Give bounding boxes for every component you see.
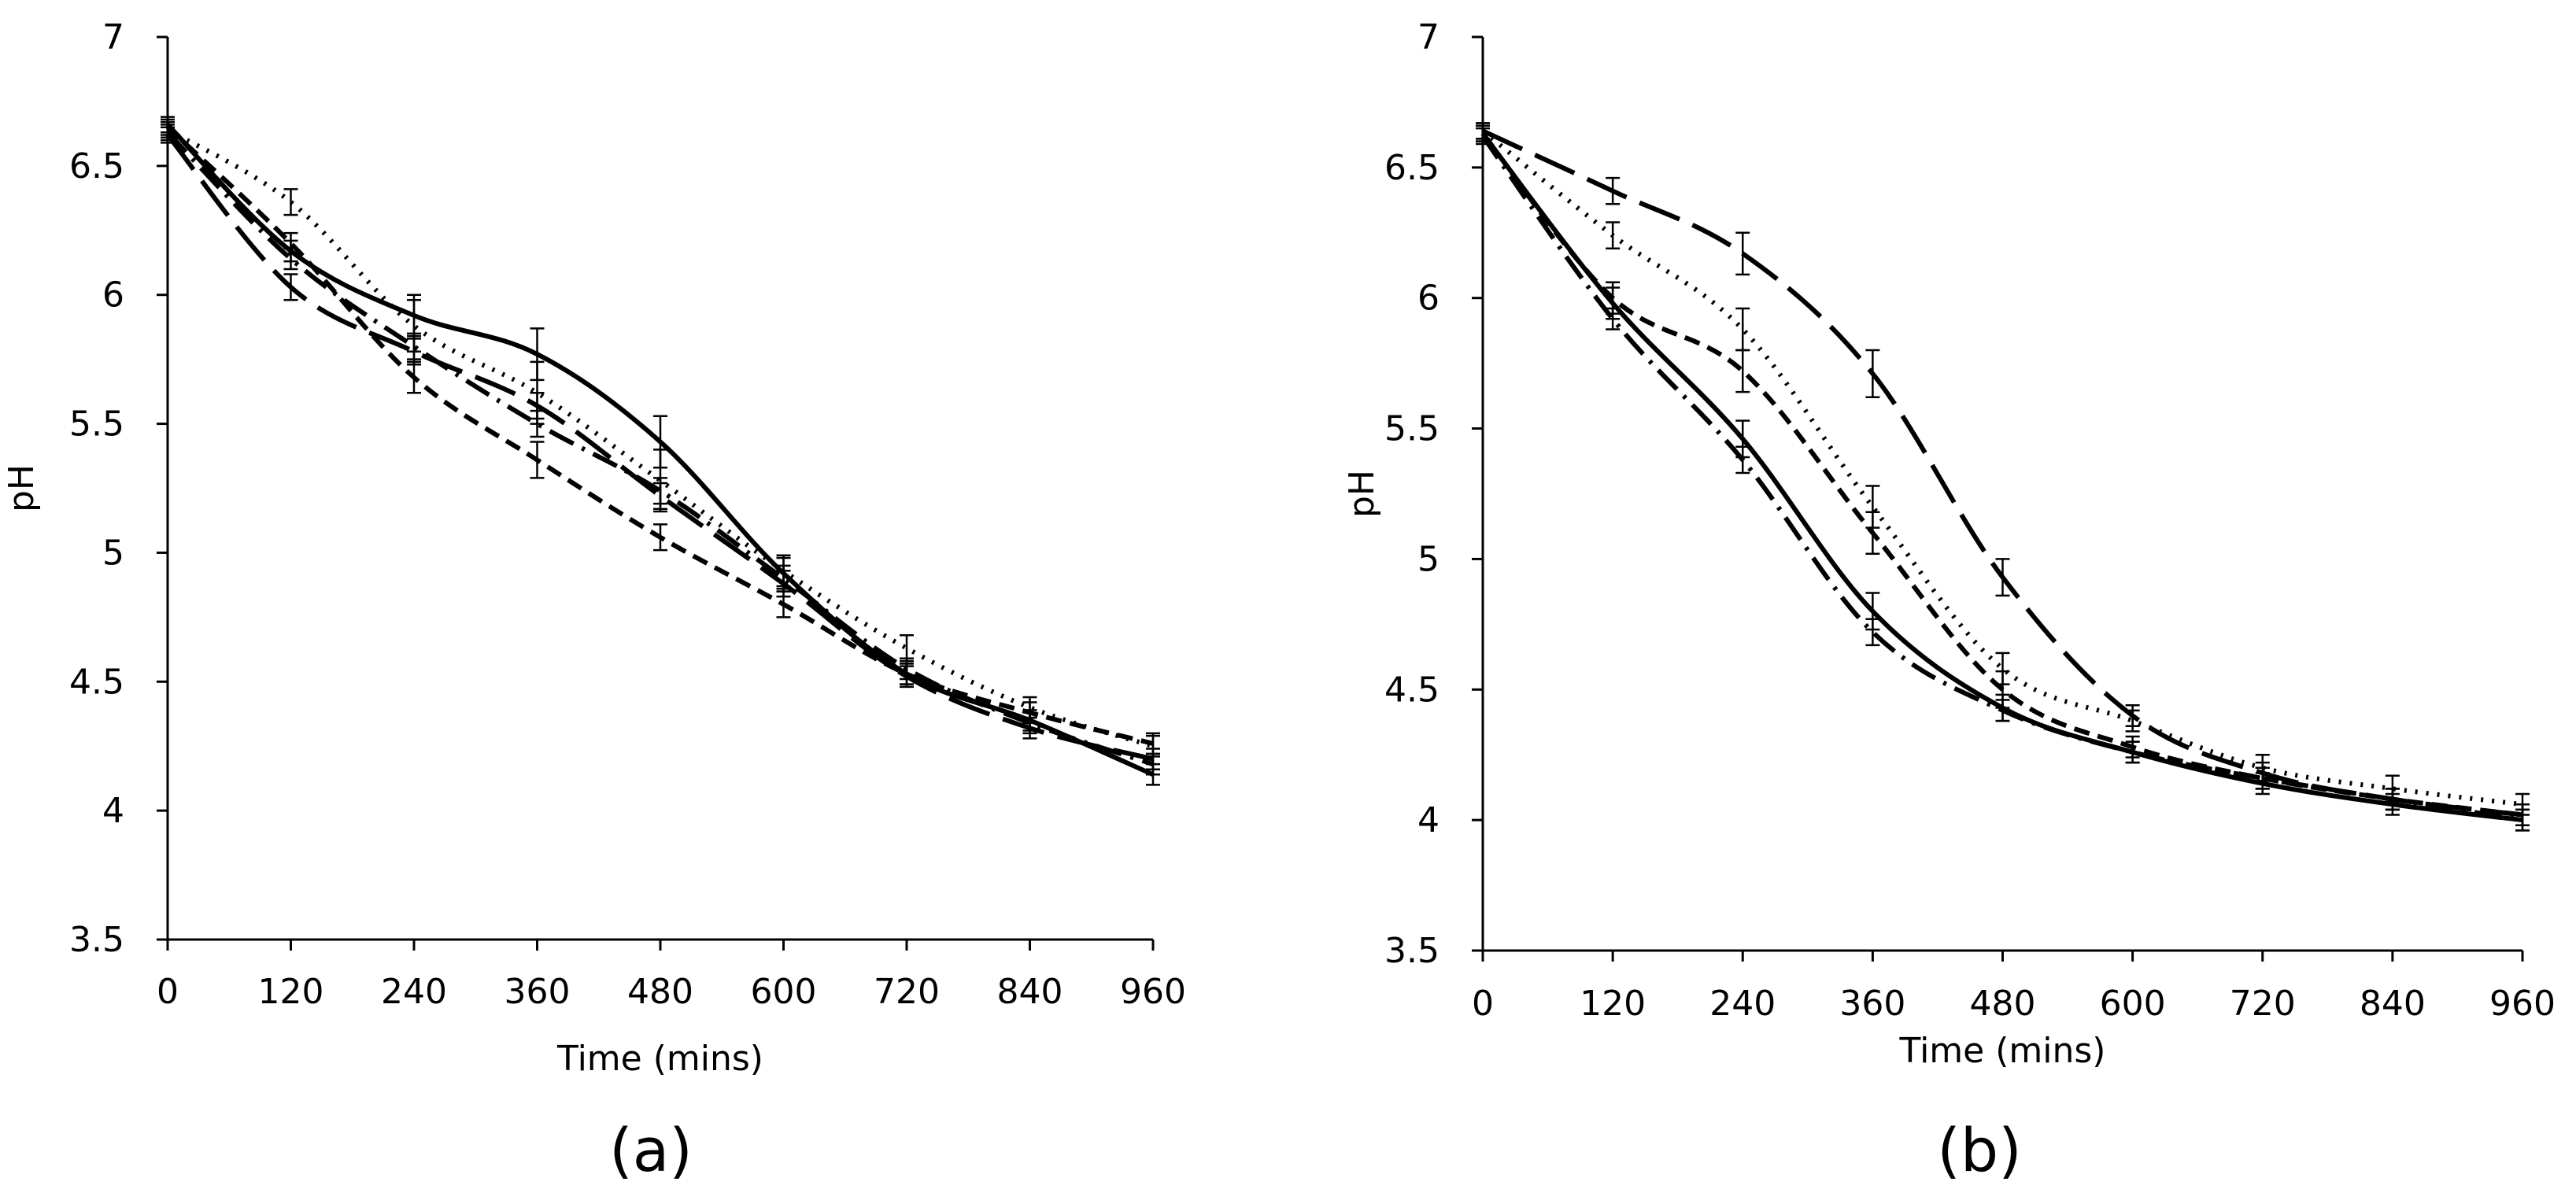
panel-label: (a): [609, 1115, 693, 1185]
y-tick-label: 4.5: [1384, 670, 1440, 710]
y-tick-label: 4: [1417, 800, 1440, 840]
x-tick-label: 480: [1970, 984, 2036, 1024]
series-line-dash-dot: [165, 131, 1154, 767]
error-bar: [283, 273, 298, 301]
error-bar: [900, 657, 914, 681]
error-bar: [2385, 788, 2400, 811]
error-bar: [1606, 307, 1621, 330]
error-bar: [776, 564, 791, 593]
x-tick-label: 840: [997, 972, 1063, 1012]
y-tick-label: 4.5: [69, 662, 124, 702]
error-bar: [1735, 307, 1750, 352]
panel-a: 3.5 4 4.5 5 5.5 6 6.5 7 0 120 240 360 480 600 720 840 96…: [2, 17, 1186, 1185]
error-bar: [2255, 766, 2270, 790]
x-tick-label: 720: [874, 972, 940, 1012]
y-axis-title: pH: [1342, 470, 1382, 518]
error-bar: [1146, 752, 1160, 776]
x-tick-label: 120: [1580, 984, 1646, 1024]
x-tick-label: 120: [258, 972, 324, 1012]
x-tick-label: 240: [1709, 984, 1776, 1024]
x-tick-label: 0: [157, 972, 179, 1012]
error-bar: [407, 360, 421, 394]
y-tick-label: 5.5: [1384, 409, 1440, 449]
y-tick-label: 6.5: [1384, 148, 1440, 188]
x-tick-label: 960: [1120, 972, 1186, 1012]
x-tick-label: 720: [2230, 984, 2296, 1024]
x-tick-label: 480: [627, 972, 693, 1012]
series-line-dash-dot: [1480, 135, 2523, 823]
y-tick-label: 3.5: [69, 920, 124, 960]
x-tick-label: 240: [381, 972, 447, 1012]
y-axis-title: pH: [2, 464, 42, 512]
error-bar: [2125, 703, 2140, 727]
error-bar: [1865, 618, 1880, 647]
y-tick-label: 6: [102, 275, 124, 316]
error-bar: [1606, 176, 1621, 205]
panel-label: (b): [1937, 1115, 2022, 1185]
error-bar: [1865, 349, 1880, 399]
series-line-short-dash: [165, 125, 1154, 746]
y-tick-label: 5.5: [69, 404, 124, 445]
error-bar: [653, 477, 667, 505]
error-bar: [283, 247, 298, 271]
panel-b: 3.5 4 4.5 5 5.5 6 6.5 7 0 120 240 360 480 600 720 840 96…: [1342, 17, 2556, 1185]
series-line-solid: [1480, 131, 2523, 823]
y-tick-label: 7: [1417, 17, 1440, 57]
error-bar: [900, 634, 914, 663]
error-bar: [653, 523, 667, 552]
series-line-dotted: [1481, 129, 2523, 807]
y-tick-label: 5: [1417, 539, 1440, 579]
x-tick-label: 840: [2360, 984, 2426, 1024]
error-bar: [1865, 511, 1880, 556]
error-bar: [161, 124, 175, 142]
x-tick-label: 600: [751, 972, 817, 1012]
error-bar: [1476, 127, 1490, 146]
error-bar: [2515, 808, 2530, 832]
y-tick-label: 7: [102, 17, 124, 57]
y-tick-label: 4: [102, 791, 124, 831]
error-bar: [1995, 699, 2010, 722]
error-bar: [2125, 740, 2140, 764]
error-bar: [407, 332, 421, 360]
error-bar: [1735, 445, 1750, 474]
error-bar: [1022, 711, 1037, 735]
error-bar: [1606, 221, 1621, 249]
series-line-dotted: [166, 127, 1154, 749]
x-tick-label: 360: [1839, 984, 1905, 1024]
error-bar: [1995, 558, 2010, 597]
x-tick-label: 600: [2100, 984, 2166, 1024]
x-tick-label: 0: [1472, 984, 1494, 1024]
error-bar: [1735, 231, 1750, 276]
x-tick-label: 960: [2489, 984, 2556, 1024]
x-axis-title: Time (mins): [1899, 1031, 2106, 1071]
series-line-long-dash: [165, 133, 1154, 762]
error-bar: [530, 441, 545, 479]
y-tick-label: 6.5: [69, 146, 124, 186]
x-axis-title: Time (mins): [556, 1039, 763, 1079]
y-tick-label: 6: [1417, 279, 1440, 319]
error-bar: [283, 188, 298, 216]
error-bar: [1735, 349, 1750, 393]
y-tick-label: 3.5: [1384, 931, 1440, 971]
y-tick-label: 5: [102, 533, 124, 573]
x-tick-label: 360: [504, 972, 571, 1012]
error-bar: [530, 409, 545, 438]
